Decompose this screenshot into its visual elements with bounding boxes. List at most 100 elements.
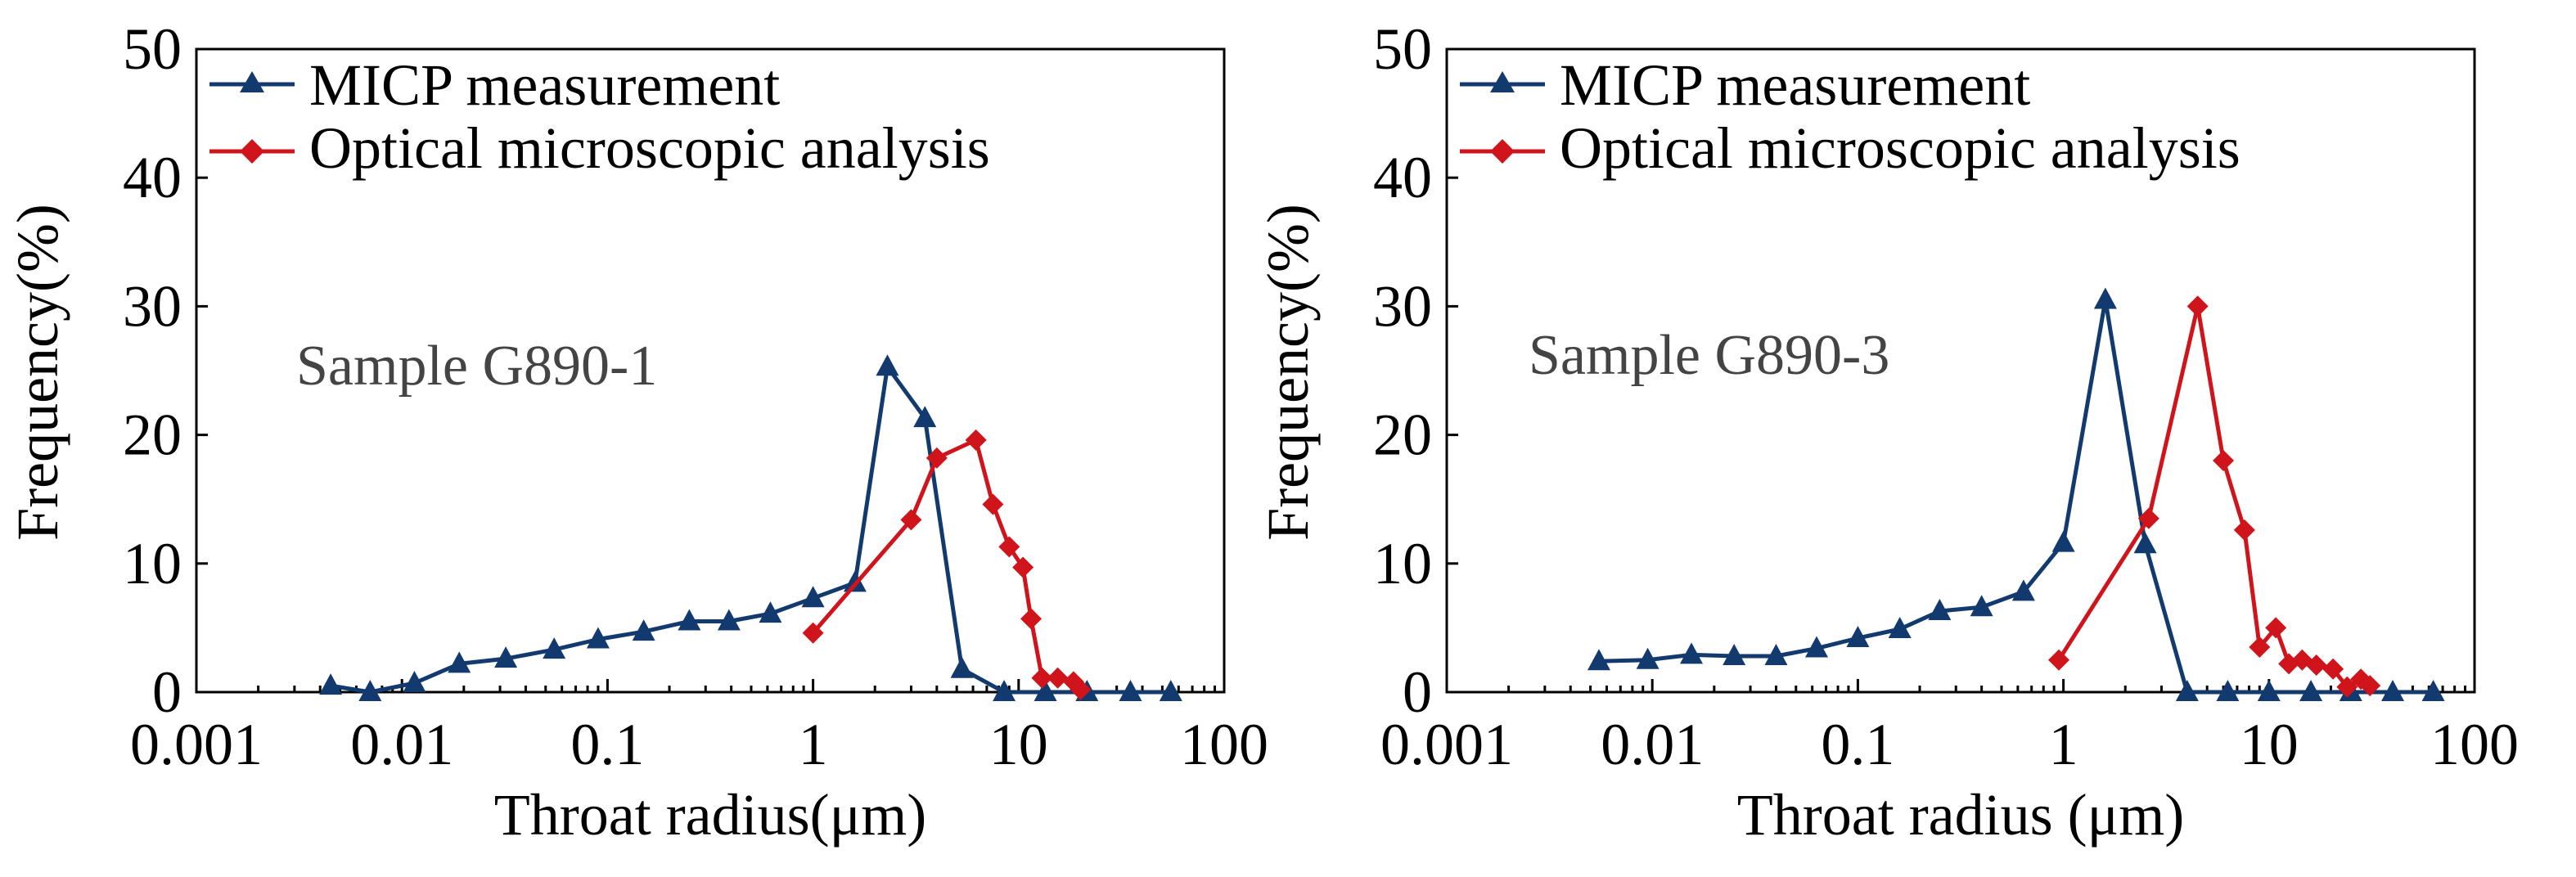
legend-marker-diamond: [240, 139, 264, 164]
data-point-triangle: [678, 609, 701, 631]
data-point-diamond: [2322, 658, 2344, 680]
data-point-diamond: [2265, 617, 2287, 639]
data-point-triangle: [1888, 616, 1912, 638]
x-tick-label: 0.01: [1601, 712, 1704, 777]
y-axis-title: Frequency(%): [1255, 204, 1321, 541]
data-point-triangle: [319, 673, 343, 695]
data-point-triangle: [1804, 636, 1828, 658]
data-point-diamond: [2048, 649, 2070, 671]
chart-panel-g890-1: 0 10 20 30 40 50 0.001 0.01 0.1 1 10 100 Frequency…: [5, 16, 1268, 848]
x-axis: 0.001 0.01 0.1 1 10 100: [1380, 679, 2519, 777]
series-layer: [319, 354, 1182, 701]
y-tick-label: 0: [152, 659, 182, 725]
legend: MICP measurement Optical microscopic ana…: [209, 52, 990, 181]
data-point-triangle: [1928, 598, 1952, 620]
data-point-diamond: [982, 493, 1004, 515]
x-tick-label: 0.1: [570, 712, 644, 777]
y-tick-label: 20: [1373, 403, 1432, 468]
x-tick-label: 0.1: [1821, 712, 1894, 777]
y-tick-label: 40: [123, 145, 182, 210]
data-point-diamond: [2213, 450, 2235, 472]
data-point-triangle: [2051, 530, 2075, 552]
data-point-triangle: [1159, 680, 1182, 701]
data-point-diamond: [998, 536, 1020, 558]
y-axis: 0 10 20 30 40 50: [123, 16, 208, 725]
x-tick-label: 1: [2049, 712, 2078, 777]
data-point-triangle: [2093, 287, 2117, 309]
x-axis-title: Throat radius(μm): [494, 782, 926, 848]
plot-frame: [195, 47, 1226, 694]
chart-panel-g890-3: 0 10 20 30 40 50 0.001 0.01 0.1 1 10 100 Frequency…: [1255, 16, 2519, 848]
x-tick-label: 1: [799, 712, 828, 777]
data-point-triangle: [2216, 680, 2240, 701]
data-point-triangle: [2421, 680, 2445, 701]
data-point-diamond: [2336, 676, 2358, 698]
data-point-triangle: [1119, 680, 1142, 701]
data-point-triangle: [586, 627, 610, 649]
data-point-diamond: [2359, 675, 2381, 697]
data-point-triangle: [1587, 649, 1610, 671]
data-point-diamond: [2186, 295, 2209, 317]
x-tick-label: 0.001: [1380, 712, 1513, 777]
x-tick-label: 0.01: [350, 712, 453, 777]
data-point-diamond: [925, 447, 948, 469]
series-line-micp: [330, 364, 1171, 695]
data-point-triangle: [632, 619, 655, 641]
legend-label-optical: Optical microscopic analysis: [1560, 115, 2240, 181]
data-point-triangle: [543, 637, 566, 659]
data-point-triangle: [1846, 625, 1870, 647]
x-axis-title: Throat radius (μm): [1737, 782, 2184, 848]
x-tick-label: 100: [2430, 712, 2519, 777]
data-point-triangle: [759, 601, 782, 623]
data-point-triangle: [2257, 680, 2281, 701]
y-axis-title: Frequency(%): [5, 204, 70, 541]
data-point-triangle: [1636, 647, 1660, 669]
legend-label-micp: MICP measurement: [1560, 52, 2030, 118]
data-point-diamond: [2249, 636, 2271, 658]
data-point-triangle: [403, 670, 426, 692]
data-point-triangle: [2011, 579, 2035, 601]
data-point-diamond: [2305, 654, 2327, 676]
data-point-diamond: [2137, 507, 2159, 529]
sample-annotation: Sample G890-1: [296, 335, 657, 398]
y-tick-label: 30: [123, 273, 182, 339]
data-point-triangle: [1970, 595, 1993, 617]
x-tick-label: 100: [1180, 712, 1268, 777]
y-tick-label: 50: [123, 16, 182, 82]
y-tick-label: 50: [1373, 16, 1432, 82]
data-point-triangle: [494, 646, 518, 668]
data-point-triangle: [1034, 680, 1057, 701]
data-point-triangle: [1723, 643, 1746, 665]
data-point-triangle: [876, 354, 899, 376]
y-tick-label: 0: [1403, 659, 1432, 725]
data-point-triangle: [913, 406, 937, 428]
plot-frame: [1445, 47, 2476, 694]
data-point-triangle: [843, 570, 867, 592]
y-axis: 0 10 20 30 40 50: [1373, 16, 1458, 725]
data-point-diamond: [1020, 608, 1043, 630]
data-point-triangle: [2381, 680, 2405, 701]
y-tick-label: 20: [123, 403, 182, 468]
legend-marker-triangle: [1490, 71, 1515, 92]
data-point-diamond: [1031, 667, 1053, 689]
y-tick-label: 30: [1373, 273, 1432, 339]
sample-annotation: Sample G890-3: [1529, 324, 1889, 387]
legend-label-micp: MICP measurement: [309, 52, 780, 118]
data-point-triangle: [1764, 643, 1788, 665]
x-tick-label: 10: [989, 712, 1048, 777]
data-point-triangle: [358, 680, 382, 701]
data-point-triangle: [2299, 680, 2323, 701]
y-tick-label: 10: [123, 531, 182, 596]
series-line-optical: [2056, 304, 2371, 690]
x-tick-label: 10: [2240, 712, 2299, 777]
data-point-diamond: [965, 429, 987, 451]
legend: MICP measurement Optical microscopic ana…: [1460, 52, 2240, 181]
y-tick-label: 10: [1373, 531, 1432, 596]
data-point-triangle: [2175, 680, 2199, 701]
legend-marker-diamond: [1490, 139, 1515, 164]
data-point-diamond: [1070, 678, 1092, 700]
data-point-triangle: [993, 680, 1016, 701]
data-point-diamond: [802, 622, 824, 644]
data-point-triangle: [1680, 642, 1704, 664]
